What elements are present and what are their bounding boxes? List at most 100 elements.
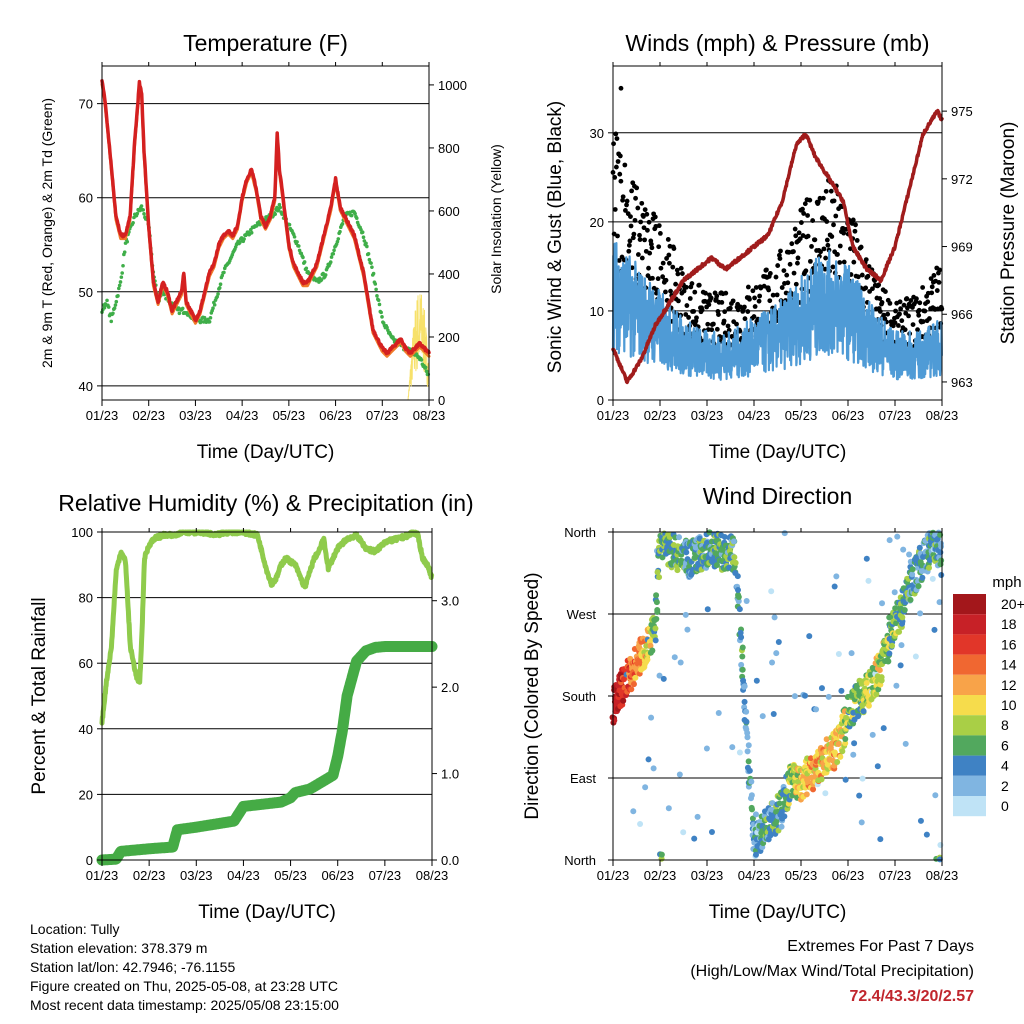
gust-point <box>764 267 769 273</box>
dewpoint-point <box>102 305 107 310</box>
direction-point <box>648 714 655 721</box>
dewpoint-point <box>296 244 301 248</box>
winds-x-tick-label: 01/23 <box>597 408 630 423</box>
extremes-subtitle: (High/Low/Max Wind/Total Precipitation) <box>690 963 974 980</box>
direction-point <box>855 713 862 720</box>
direction-point <box>869 731 876 738</box>
humidity-y-tick-label: 40 <box>79 722 93 737</box>
direction-point <box>611 717 618 724</box>
gust-point <box>614 136 620 141</box>
direction-point <box>650 765 657 772</box>
gust-point <box>752 304 758 309</box>
direction-point <box>748 806 755 813</box>
gust-point <box>898 306 904 312</box>
direction-point <box>838 687 845 694</box>
humidity-y2-tick-label: 0.0 <box>441 853 459 868</box>
legend-label: 16 <box>1001 636 1017 652</box>
direction-point <box>807 755 814 762</box>
direction-point <box>743 718 750 725</box>
direction-point <box>768 588 775 595</box>
temperature-x-tick-label: 05/23 <box>273 408 306 423</box>
gust-point <box>822 266 828 272</box>
dewpoint-point <box>353 211 357 216</box>
direction-point <box>863 680 870 687</box>
direction-point <box>658 851 665 858</box>
gust-point <box>626 248 632 254</box>
gust-point <box>706 302 712 308</box>
direction-point <box>637 821 644 828</box>
direction-point <box>781 530 788 537</box>
dewpoint-point <box>371 271 376 276</box>
gust-point <box>831 222 836 228</box>
direction-point <box>878 677 885 684</box>
gust-point <box>800 206 805 212</box>
direction-point <box>842 740 849 747</box>
gust-point <box>635 205 641 211</box>
gust-point <box>635 252 641 257</box>
gust-point <box>624 202 629 208</box>
direction-point <box>887 614 894 621</box>
humidity-y-axis-label: Percent & Total Rainfall <box>29 597 50 794</box>
direction-point <box>923 831 930 838</box>
gust-point <box>644 211 650 217</box>
humidity-y-tick-label: 20 <box>79 787 93 802</box>
direction-point <box>721 533 728 540</box>
direction-point <box>829 740 836 747</box>
gust-point <box>801 211 807 216</box>
gust-point <box>696 282 702 288</box>
gust-point <box>828 188 834 194</box>
temperature-x-tick-label: 02/23 <box>132 408 165 423</box>
legend-swatch <box>953 755 986 776</box>
humidity-x-tick-label: 05/23 <box>274 868 307 883</box>
humidity-y2-tick-label: 2.0 <box>441 680 459 695</box>
dewpoint-point <box>370 265 374 269</box>
legend-label: 4 <box>1001 758 1009 774</box>
direction-point <box>645 756 652 763</box>
direction-x-tick-label: 03/23 <box>691 868 724 883</box>
direction-point <box>630 808 637 815</box>
direction-point <box>813 706 820 713</box>
direction-point <box>654 569 661 576</box>
sonic-wind-line <box>611 242 943 381</box>
gust-point <box>674 267 680 273</box>
direction-point <box>677 659 684 666</box>
direction-point <box>759 713 766 720</box>
gust-point <box>620 194 626 200</box>
gust-point <box>892 320 898 326</box>
direction-point <box>892 605 899 612</box>
gust-point <box>791 270 797 276</box>
direction-point <box>647 642 654 649</box>
dewpoint-point <box>349 213 354 218</box>
direction-y-tick-label: East <box>570 771 596 786</box>
direction-series <box>609 529 945 863</box>
direction-point <box>676 771 683 778</box>
gust-point <box>853 222 858 228</box>
humidity-plot-area <box>101 531 433 861</box>
direction-point <box>671 654 678 661</box>
direction-point <box>909 566 916 573</box>
direction-point <box>916 544 923 551</box>
gust-point <box>660 274 666 280</box>
gust-point <box>934 288 940 293</box>
created-text: Figure created on Thu, 2025-05-08, at 23… <box>30 978 338 994</box>
direction-point <box>731 554 738 561</box>
direction-point <box>736 606 743 613</box>
direction-point <box>818 776 825 783</box>
gust-point <box>885 311 891 317</box>
extremes-title: Extremes For Past 7 Days <box>787 938 974 955</box>
gust-point <box>708 295 714 301</box>
direction-point <box>902 740 909 747</box>
dewpoint-point <box>277 202 282 207</box>
gust-point <box>766 287 772 293</box>
gust-point <box>777 256 783 262</box>
humidity-x-tick-label: 01/23 <box>86 868 119 883</box>
direction-point <box>735 593 742 600</box>
temp-2m-line <box>100 79 431 356</box>
direction-point <box>741 698 748 705</box>
gust-point <box>679 271 685 276</box>
gust-point <box>618 85 624 91</box>
gust-point <box>848 246 853 252</box>
temperature-y2-tick-label: 0 <box>438 393 445 408</box>
gust-point <box>859 272 865 278</box>
gust-point <box>673 281 679 287</box>
